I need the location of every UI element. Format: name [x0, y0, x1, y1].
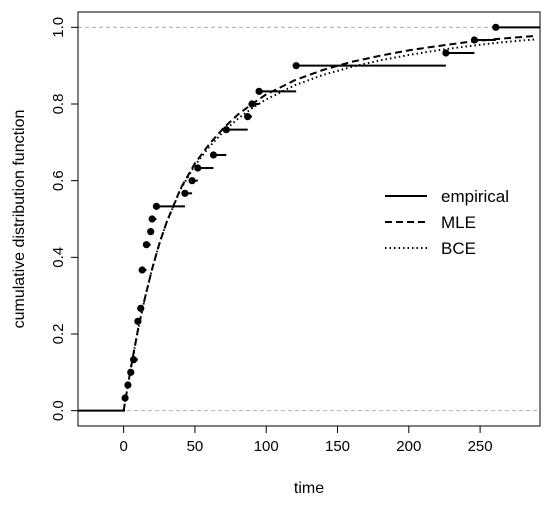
y-tick-label: 0.8 [50, 94, 67, 115]
empirical-point [142, 241, 151, 249]
empirical-point [248, 100, 256, 108]
empirical-point [255, 87, 263, 95]
empirical-point [181, 189, 189, 197]
x-tick-label: 50 [187, 438, 204, 455]
empirical-point [138, 266, 146, 274]
empirical-point [470, 36, 479, 44]
empirical-point [127, 368, 135, 376]
empirical-point [222, 126, 230, 134]
y-axis: 0.0 0.2 0.4 0.6 0.8 1.0 [50, 17, 79, 421]
bce-curve [122, 38, 538, 411]
x-tick-label: 200 [396, 438, 421, 455]
empirical-point [492, 23, 500, 31]
empirical-point [134, 317, 142, 325]
empirical-point [148, 215, 156, 223]
reference-lines [78, 26, 540, 412]
mle-curve [122, 34, 538, 411]
empirical-point [194, 164, 202, 172]
empirical-points [121, 23, 500, 402]
legend-label-empirical: empirical [441, 187, 509, 206]
y-tick-label: 1.0 [50, 17, 67, 38]
y-axis-label: cumulative distribution function [11, 110, 28, 329]
y-tick-label: 0.4 [50, 247, 67, 268]
empirical-point [442, 49, 450, 57]
empirical-point [188, 177, 196, 185]
empirical-point [121, 394, 129, 402]
empirical-point [147, 228, 155, 236]
x-tick-label: 250 [468, 438, 493, 455]
empirical-point [209, 151, 218, 159]
legend-label-bce: BCE [441, 239, 476, 258]
x-tick-label: 0 [119, 438, 127, 455]
x-axis-label: time [294, 480, 324, 497]
empirical-point [130, 356, 138, 364]
empirical-point [152, 202, 161, 210]
legend: empirical MLE BCE [385, 187, 509, 258]
y-tick-label: 0.2 [50, 324, 67, 345]
empirical-point [244, 113, 252, 121]
empirical-point [292, 62, 300, 70]
y-tick-label: 0.0 [50, 400, 67, 421]
x-tick-label: 150 [325, 438, 350, 455]
y-tick-label: 0.6 [50, 170, 67, 191]
legend-label-mle: MLE [441, 213, 476, 232]
empirical-point [137, 304, 145, 312]
x-axis: 0 50 100 150 200 250 [119, 425, 493, 455]
empirical-point [124, 381, 132, 389]
x-tick-label: 100 [254, 438, 279, 455]
